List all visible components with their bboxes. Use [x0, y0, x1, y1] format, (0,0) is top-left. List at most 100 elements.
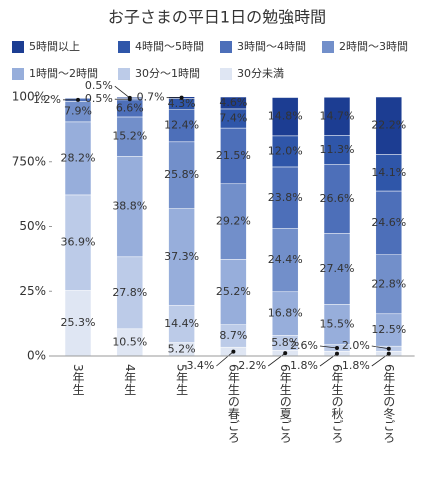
y-tick-label: 0%: [27, 349, 46, 363]
value-label: 11.3%: [320, 143, 355, 156]
leader-line: [267, 352, 286, 367]
y-tick-label: 750%: [12, 154, 46, 168]
bar-segment: [64, 194, 92, 291]
chart-title: お子さまの平日1日の勉強時間: [108, 8, 326, 27]
bar-segment: [116, 116, 144, 157]
bar-segment: [323, 164, 351, 234]
bar-segment: [116, 328, 144, 357]
value-label: 7.9%: [64, 105, 92, 118]
bar-segment: [375, 190, 403, 255]
legend-label: 1時間～2時間: [29, 67, 98, 80]
value-label: 14.7%: [320, 109, 355, 122]
leader-dot: [283, 351, 288, 356]
value-label: 25.2%: [216, 285, 251, 298]
bar-segment: [220, 183, 247, 260]
bar-segment: [323, 97, 351, 136]
value-label: 24.4%: [268, 253, 303, 266]
bar-segment: [168, 208, 195, 306]
value-label: 28.2%: [61, 151, 96, 164]
legend-label: 30分未満: [237, 67, 284, 80]
bar-segment: [271, 97, 299, 137]
legend-swatch: [322, 41, 334, 53]
leader-line: [216, 351, 234, 367]
leader-dot: [76, 97, 80, 102]
leader-line: [319, 345, 338, 349]
value-label: 4.3%: [168, 97, 196, 110]
leader-line: [114, 85, 131, 99]
value-label: 1.8%: [290, 359, 318, 372]
bar-segment: [271, 166, 299, 229]
value-label: 14.8%: [268, 110, 303, 123]
value-label: 1.8%: [342, 359, 370, 372]
value-label: 12.4%: [164, 119, 199, 132]
bar-segment: [375, 313, 403, 347]
x-tick-label: 3年生: [71, 364, 85, 396]
bar-segment: [323, 304, 351, 345]
value-label: 14.1%: [371, 166, 406, 179]
x-tick-label: 6年生の春ごろ: [226, 364, 240, 444]
leader-dot: [335, 345, 339, 350]
value-label: 37.3%: [164, 250, 199, 263]
value-label: 6.6%: [116, 101, 144, 114]
value-label: 5.8%: [271, 336, 299, 349]
x-tick-label: 4年生: [123, 364, 137, 396]
bar-segment: [375, 96, 403, 155]
leader-dot: [335, 351, 339, 356]
value-label: 12.0%: [268, 144, 303, 157]
value-label: 4.6%: [219, 96, 247, 109]
legend-swatch: [12, 41, 24, 53]
bar-segment: [64, 290, 92, 357]
value-label: 29.2%: [216, 215, 251, 228]
value-label: 2.6%: [290, 339, 318, 352]
value-label: 23.8%: [268, 191, 303, 204]
legend-swatch: [220, 41, 232, 53]
value-label: 8.7%: [219, 329, 247, 342]
value-label: 16.8%: [268, 307, 303, 320]
value-label: 0.7%: [137, 91, 165, 104]
legend-label: 2時間～3時間: [339, 40, 408, 53]
value-label: 27.8%: [112, 286, 147, 299]
value-label: 2.0%: [342, 339, 370, 352]
bar-segment: [271, 291, 299, 336]
value-label: 0.5%: [85, 92, 113, 105]
bar-segment: [323, 135, 351, 165]
value-label: 15.2%: [112, 130, 147, 143]
bar-segment: [271, 135, 299, 168]
value-label: 21.5%: [216, 149, 251, 162]
bar-segment: [64, 121, 92, 196]
value-label: 38.8%: [112, 200, 147, 213]
leader-dot: [231, 349, 236, 354]
x-tick-label: 6年生の冬ごろ: [382, 364, 396, 444]
leader-line: [371, 345, 389, 350]
bar-segment: [271, 228, 299, 293]
value-label: 14.4%: [164, 317, 199, 330]
value-label: 15.5%: [320, 318, 355, 331]
value-label: 10.5%: [112, 335, 147, 348]
value-label: 5.2%: [168, 342, 196, 355]
y-tick-label: 100%: [12, 90, 46, 104]
bar-segment: [220, 259, 247, 325]
leader-dot: [127, 95, 132, 100]
value-label: 12.5%: [371, 323, 406, 336]
bar-segment: [168, 141, 195, 209]
legend-label: 30分～1時間: [135, 67, 200, 80]
bar-segment: [168, 109, 195, 143]
value-label: 1.2%: [33, 93, 61, 106]
legend-swatch: [12, 68, 24, 80]
bar-segment: [220, 96, 247, 110]
legend-label: 5時間以上: [29, 40, 80, 53]
x-tick-label: 5年生: [175, 364, 189, 396]
legend-swatch: [118, 41, 130, 53]
leader-dot: [386, 351, 391, 356]
value-label: 22.2%: [371, 119, 406, 132]
value-label: 2.2%: [238, 359, 266, 372]
value-label: 3.4%: [186, 359, 214, 372]
legend-swatch: [118, 68, 130, 80]
value-label: 27.4%: [320, 262, 355, 275]
y-tick-label: 50%: [19, 219, 46, 233]
leader-dot: [386, 346, 391, 351]
x-tick-label: 6年生の夏ごろ: [278, 364, 292, 444]
legend-label: 4時間～5時間: [135, 40, 204, 53]
value-label: 7.4%: [219, 111, 247, 124]
